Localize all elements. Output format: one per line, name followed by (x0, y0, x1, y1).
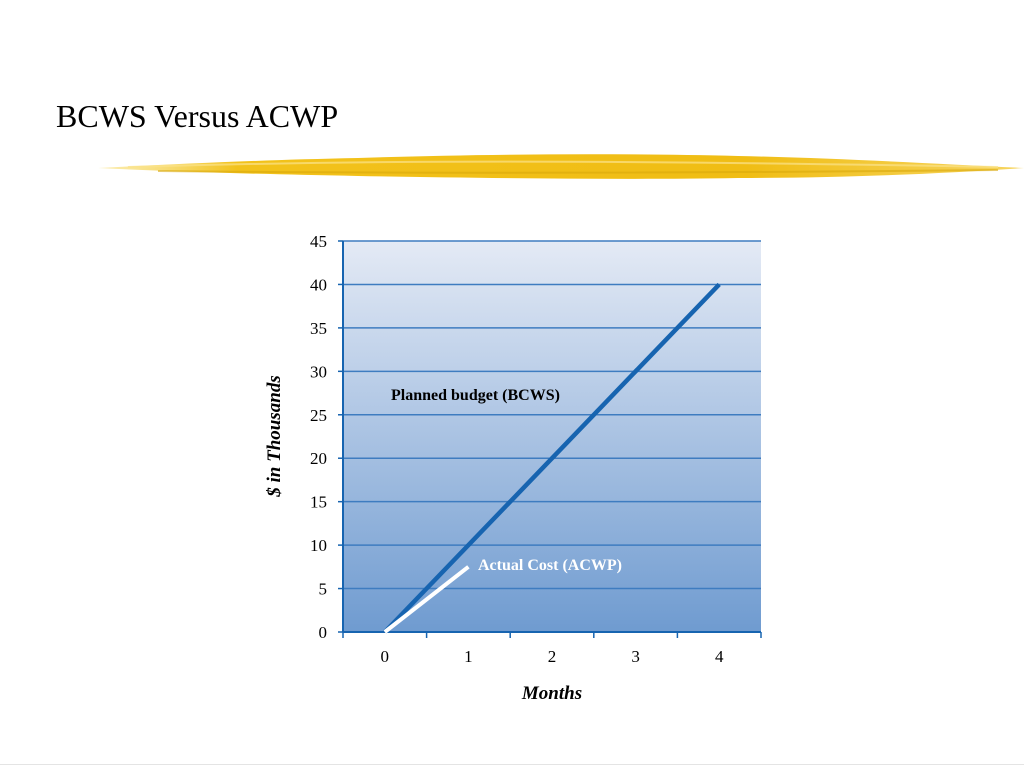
yellow-brush-stroke-divider (98, 154, 1024, 179)
y-tick-label-15: 15 (310, 493, 327, 512)
y-tick-label-25: 25 (310, 406, 327, 425)
series (383, 282, 721, 634)
y-tick-label-5: 5 (319, 580, 328, 599)
bottom-divider (0, 764, 1024, 765)
x-tick-label-0: 0 (381, 647, 390, 666)
y-tick-label-0: 0 (319, 623, 328, 642)
x-tick-label-3: 3 (631, 647, 640, 666)
x-tick-label-1: 1 (464, 647, 473, 666)
y-tick-label-35: 35 (310, 319, 327, 338)
y-tick-label-30: 30 (310, 362, 327, 381)
series-line-acwp (383, 565, 470, 634)
y-axis-label: $ in Thousands (264, 375, 285, 497)
y-tick-label-45: 45 (310, 232, 327, 251)
plot-area (343, 241, 761, 632)
series-label-bcws: Planned budget (BCWS) (391, 387, 560, 404)
ticks (338, 240, 762, 638)
y-tick-label-20: 20 (310, 449, 327, 468)
y-tick-label-10: 10 (310, 536, 327, 555)
series-line-bcws (383, 282, 721, 634)
axes (342, 241, 761, 633)
labels: 0 5 10 15 20 25 30 35 40 45 0 1 2 3 4 Planned budget (B… (310, 232, 724, 666)
gridlines (343, 240, 761, 590)
series-label-acwp: Actual Cost (ACWP) (478, 557, 622, 574)
y-tick-label-40: 40 (310, 275, 327, 294)
x-axis-label: Months (521, 683, 582, 704)
x-tick-label-4: 4 (715, 647, 724, 666)
x-tick-label-2: 2 (548, 647, 557, 666)
slide-title: BCWS Versus ACWP (56, 98, 339, 134)
